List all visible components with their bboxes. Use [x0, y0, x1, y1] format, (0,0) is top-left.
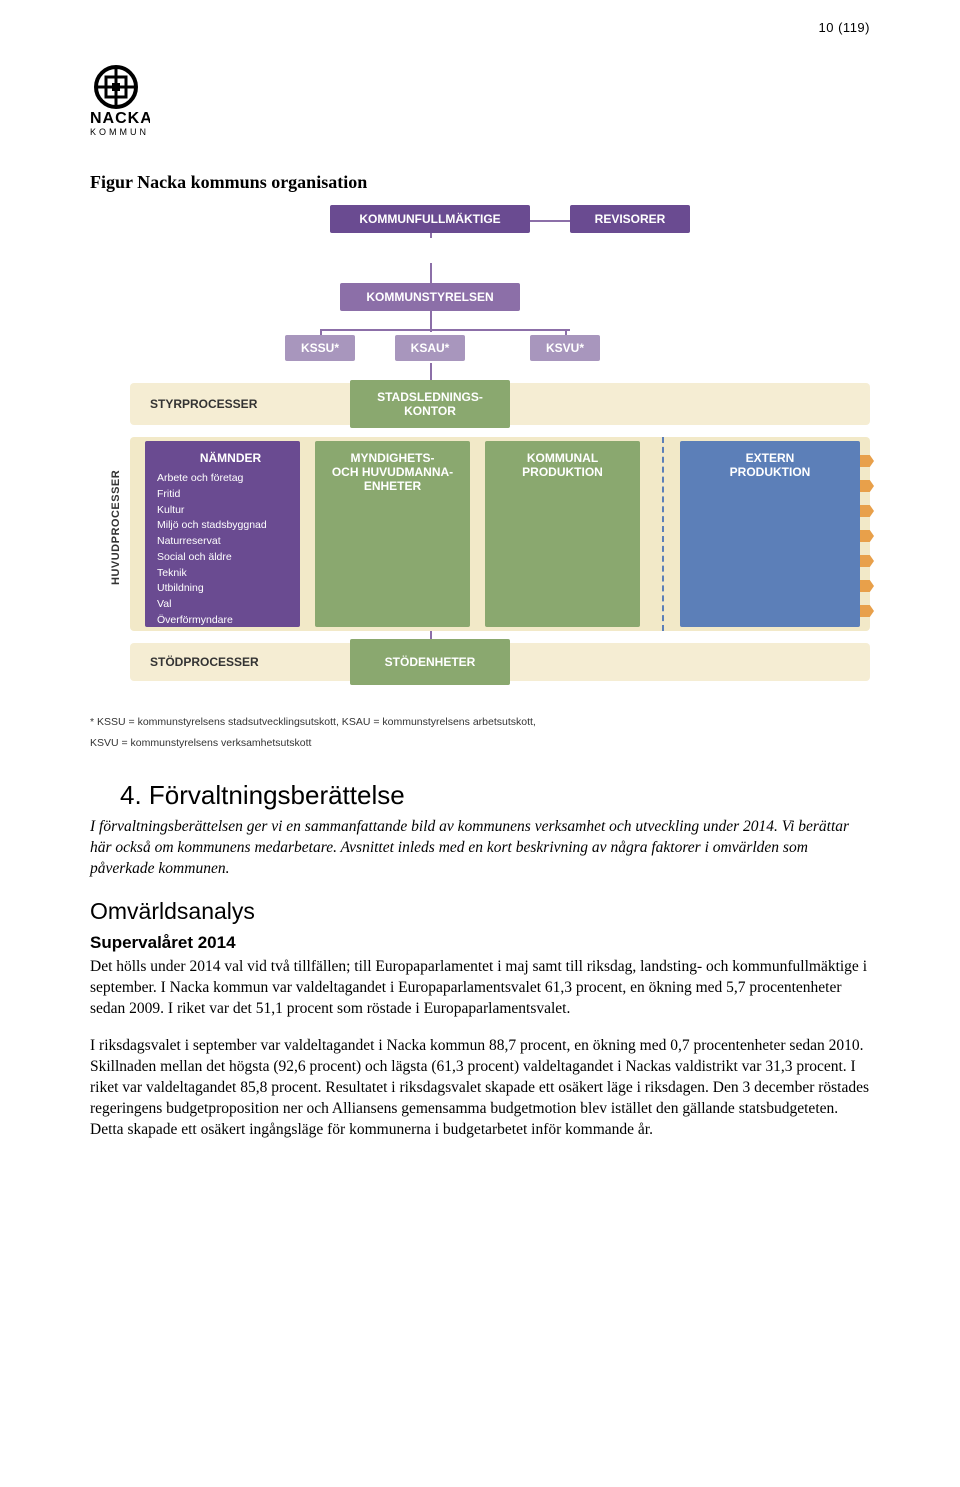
- namnder-item: Social och äldre: [157, 550, 304, 566]
- namnder-header: NÄMNDER: [157, 449, 304, 467]
- footnote-2: KSVU = kommunstyrelsens verksamhetsutsko…: [90, 736, 870, 751]
- namnder-item: Teknik: [157, 566, 304, 582]
- namnder-item: Fritid: [157, 487, 304, 503]
- arrow-icon: [860, 530, 874, 542]
- body-para-1: Det hölls under 2014 val vid två tillfäl…: [90, 957, 870, 1020]
- body-para-2: I riksdagsvalet i september var valdelta…: [90, 1036, 870, 1141]
- org-diagram: STYRPROCESSER HUVUDPROCESSER STÖDPROCESS…: [90, 205, 870, 705]
- namnder-item: Arbete och företag: [157, 471, 304, 487]
- stodenheter-box: STÖDENHETER: [350, 639, 510, 685]
- kommunal-box: KOMMUNAL PRODUKTION: [485, 441, 640, 627]
- arrow-icon: [860, 505, 874, 517]
- extern-box: EXTERN PRODUKTION: [680, 441, 860, 627]
- footnote-1: * KSSU = kommunstyrelsens stadsutvecklin…: [90, 715, 870, 730]
- svg-text:KOMMUN: KOMMUN: [90, 127, 149, 137]
- namnder-item: Överförmyndare: [157, 613, 304, 629]
- kssu-box: KSSU*: [285, 335, 355, 361]
- arrow-icon: [860, 605, 874, 617]
- page-number: 10 (119): [819, 20, 870, 35]
- namnder-box: NÄMNDER Arbete och företag Fritid Kultur…: [145, 441, 300, 627]
- subsection-heading: Omvärldsanalys: [90, 898, 870, 925]
- styr-label: STYRPROCESSER: [150, 397, 257, 411]
- stod-label: STÖDPROCESSER: [150, 655, 259, 669]
- section-heading: 4. Förvaltningsberättelse: [120, 780, 870, 811]
- huvud-label: HUVUDPROCESSER: [110, 470, 122, 585]
- dashed-separator: [662, 437, 664, 631]
- arrow-icon: [860, 580, 874, 592]
- stadsledning-box: STADSLEDNINGS- KONTOR: [350, 380, 510, 428]
- intro-paragraph: I förvaltningsberättelsen ger vi en samm…: [90, 817, 870, 880]
- subsub-heading: Supervalåret 2014: [90, 933, 870, 953]
- styrelsen-box: KOMMUNSTYRELSEN: [340, 283, 520, 311]
- ksau-box: KSAU*: [395, 335, 465, 361]
- myndighet-box: MYNDIGHETS- OCH HUVUDMANNA- ENHETER: [315, 441, 470, 627]
- namnder-item: Kultur: [157, 503, 304, 519]
- namnder-item: Val: [157, 597, 304, 613]
- namnder-item: Miljö och stadsbyggnad: [157, 518, 304, 534]
- fullmaktige-box: KOMMUNFULLMÄKTIGE: [330, 205, 530, 233]
- namnder-item: Utbildning: [157, 581, 304, 597]
- ksvu-box: KSVU*: [530, 335, 600, 361]
- figure-title: Figur Nacka kommuns organisation: [90, 172, 870, 193]
- revisorer-box: REVISORER: [570, 205, 690, 233]
- arrow-icon: [860, 480, 874, 492]
- namnder-item: Naturreservat: [157, 534, 304, 550]
- arrow-icon: [860, 555, 874, 567]
- arrow-icon: [860, 455, 874, 467]
- nacka-logo: NACKA KOMMUN: [90, 65, 870, 142]
- svg-text:NACKA: NACKA: [90, 110, 150, 127]
